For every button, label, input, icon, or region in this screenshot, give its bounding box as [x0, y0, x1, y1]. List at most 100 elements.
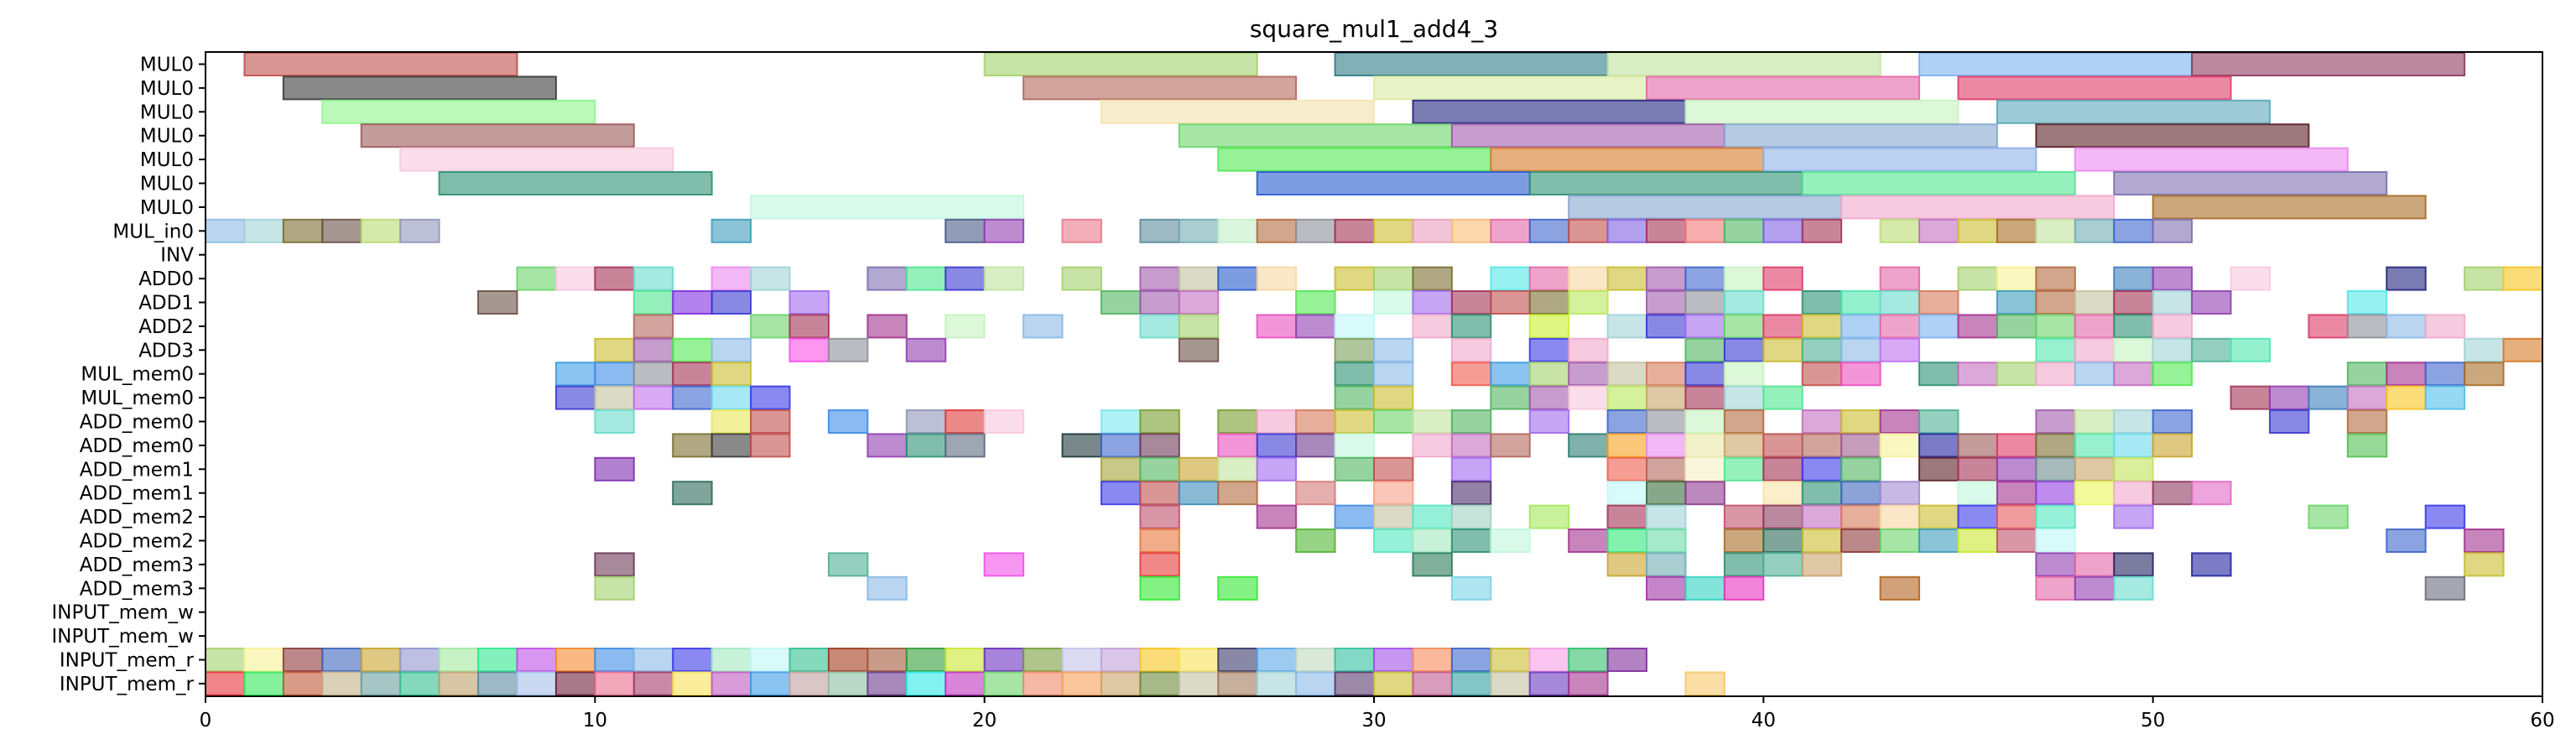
row-label: ADD_mem1: [80, 483, 194, 505]
task-bar: [1568, 671, 1609, 696]
task-bar: [1840, 362, 1881, 387]
task-bar: [1840, 337, 1881, 362]
task-bar: [243, 671, 284, 696]
task-bar: [1061, 218, 1102, 243]
task-bar: [2035, 314, 2076, 339]
task-bar: [827, 409, 869, 434]
task-bar: [1996, 99, 2271, 124]
task-bar: [866, 433, 908, 458]
task-bar: [1295, 409, 1336, 434]
task-bar: [1256, 314, 1298, 339]
task-bar: [1334, 337, 1375, 362]
task-bar: [1373, 337, 1414, 362]
task-bar: [1918, 409, 1959, 434]
task-bar: [1918, 528, 1959, 553]
task-bar: [2502, 337, 2544, 362]
task-bar: [594, 671, 635, 696]
task-bar: [1178, 648, 1220, 672]
task-bar: [1996, 218, 2037, 243]
task-bar: [2152, 337, 2194, 362]
task-bar: [1957, 362, 1998, 387]
task-bar: [1373, 409, 1414, 434]
task-bar: [1412, 409, 1453, 434]
task-bar: [1996, 290, 2037, 315]
task-bar: [2074, 147, 2349, 172]
task-bar: [1256, 266, 1298, 291]
task-bar: [1217, 648, 1258, 672]
task-bar: [672, 362, 713, 387]
task-bar: [632, 290, 674, 315]
task-bar: [2502, 266, 2544, 291]
task-bar: [1606, 314, 1648, 339]
task-bar: [1256, 433, 1298, 458]
task-bar: [1646, 385, 1687, 410]
task-bar: [1762, 552, 1803, 577]
task-bar: [477, 671, 518, 696]
task-bar: [1373, 385, 1414, 410]
task-bar: [1723, 575, 1765, 601]
task-bar: [1528, 290, 1570, 315]
task-bar: [1684, 671, 1725, 696]
task-bar: [1334, 648, 1375, 672]
task-bar: [2113, 171, 2388, 195]
task-bar: [2035, 504, 2076, 529]
task-bar: [1918, 218, 1959, 243]
x-tick-label: 50: [2141, 710, 2165, 732]
task-bar: [2035, 528, 2076, 553]
task-bar: [1996, 504, 2037, 529]
task-bar: [710, 337, 752, 362]
task-bar: [1723, 528, 1765, 553]
task-bar: [1996, 362, 2037, 387]
task-bar: [710, 671, 752, 696]
task-bar: [205, 218, 246, 243]
task-bar: [1490, 528, 1531, 553]
task-bar: [1684, 266, 1725, 291]
task-bar: [2074, 481, 2115, 506]
task-bar: [983, 52, 1258, 76]
task-bar: [1957, 481, 1998, 506]
task-bar: [2035, 218, 2076, 243]
task-bar: [983, 218, 1025, 243]
task-bar: [1061, 266, 1102, 291]
task-bar: [1723, 337, 1765, 362]
task-bar: [1957, 433, 1998, 458]
task-bar: [1412, 218, 1453, 243]
task-bar: [1957, 218, 1998, 243]
task-bar: [1450, 337, 1492, 362]
task-bar: [1762, 314, 1803, 339]
x-tick-label: 30: [1361, 710, 1386, 732]
task-bar: [1996, 528, 2037, 553]
task-bar: [1412, 433, 1453, 458]
task-bar: [1684, 456, 1725, 482]
task-bar: [905, 409, 947, 434]
task-bar: [1840, 314, 1881, 339]
task-bar: [1801, 171, 2076, 195]
task-bar: [1100, 99, 1375, 124]
task-bar: [1334, 362, 1375, 387]
task-bar: [672, 671, 713, 696]
task-bar: [866, 266, 908, 291]
task-bar: [1918, 314, 1959, 339]
row-label: ADD2: [138, 316, 194, 338]
task-bar: [1100, 481, 1142, 506]
task-bar: [672, 648, 713, 672]
task-bar: [2464, 337, 2505, 362]
task-bar: [866, 671, 908, 696]
task-bar: [1450, 218, 1492, 243]
task-bar: [243, 218, 284, 243]
task-bar: [1295, 290, 1336, 315]
task-bar: [2113, 409, 2154, 434]
task-bar: [2268, 385, 2310, 410]
task-bar: [1256, 671, 1298, 696]
task-bar: [321, 99, 596, 124]
task-bar: [1996, 266, 2037, 291]
task-bar: [788, 290, 830, 315]
task-bar: [750, 195, 1025, 220]
row-label: INPUT_mem_r: [60, 674, 195, 695]
task-bar: [1606, 552, 1648, 577]
task-bar: [1061, 648, 1102, 672]
task-bar: [1100, 456, 1142, 482]
task-bar: [2074, 456, 2115, 482]
task-bar: [1528, 337, 1570, 362]
task-bar: [983, 648, 1025, 672]
